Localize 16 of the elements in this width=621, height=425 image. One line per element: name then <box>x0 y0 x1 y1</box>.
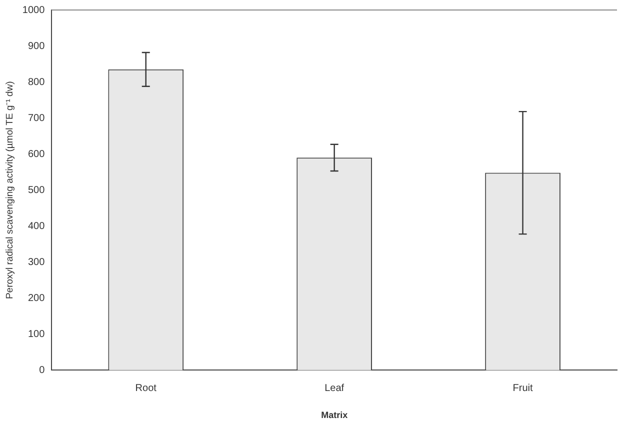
y-tick-label: 800 <box>28 76 46 88</box>
x-axis-title: Matrix <box>321 410 348 420</box>
y-tick-label: 900 <box>28 40 46 52</box>
y-tick-label: 100 <box>28 328 46 340</box>
y-tick-label: 1000 <box>22 4 46 16</box>
x-tick-label: Leaf <box>324 382 344 394</box>
y-tick-label: 400 <box>28 220 46 232</box>
y-tick-label: 600 <box>28 148 46 160</box>
y-axis-title: Peroxyl radical scavenging activity (µmol TE g⁻¹ dw) <box>4 81 16 300</box>
x-tick-label: Root <box>135 382 157 394</box>
y-tick-label: 0 <box>39 364 46 376</box>
x-tick-label: Fruit <box>512 382 533 394</box>
y-tick-label: 500 <box>28 184 46 196</box>
y-tick-label: 200 <box>28 292 46 304</box>
y-tick-label: 300 <box>28 256 46 268</box>
y-tick-label: 700 <box>28 112 46 124</box>
